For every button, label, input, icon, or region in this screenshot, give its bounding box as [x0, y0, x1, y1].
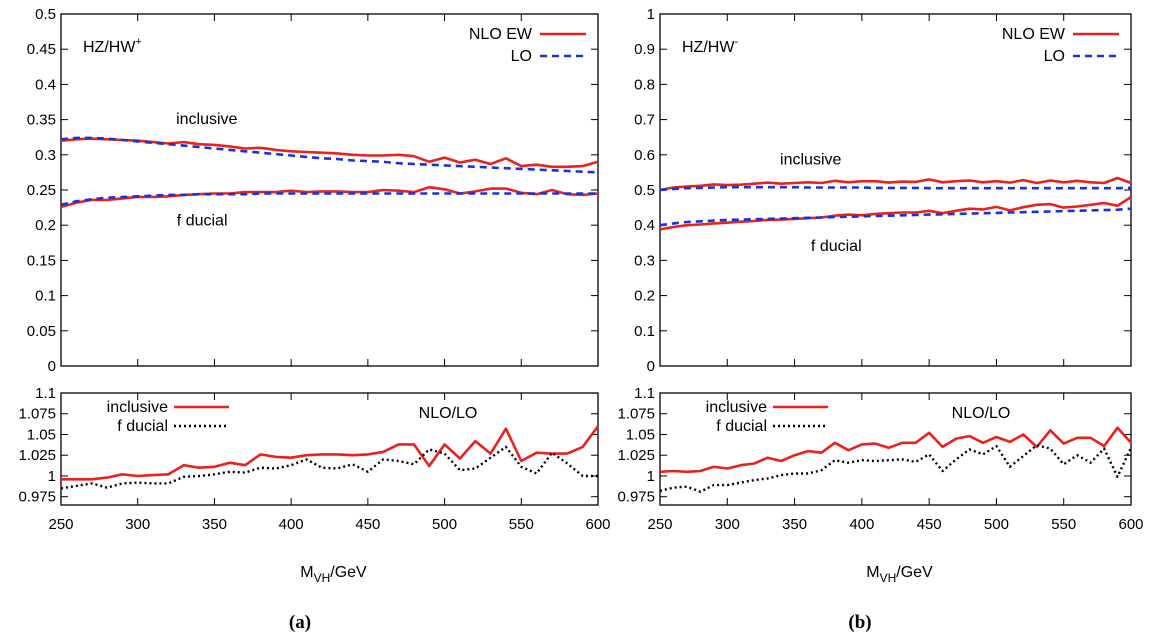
ratio-series-f-ducial [60, 445, 598, 490]
top-series-inclusive-nlo-ew [60, 137, 599, 169]
x-tick-label: 350 [202, 516, 227, 533]
ratio-legend-label: inclusive [706, 399, 767, 416]
ratio-plot-frame [659, 392, 1132, 506]
x-axis-label-main: M [300, 564, 313, 581]
panel-title-sup: - [734, 36, 738, 48]
panel-title-main: HZ/HW [682, 39, 735, 56]
top-ytick-label: 0 [48, 358, 56, 375]
annotation-fiducial: f ducial [177, 213, 228, 230]
ratio-ytick-label: 1.05 [27, 426, 56, 443]
ratio-label: NLO/LO [952, 405, 1011, 422]
ratio-plot-frame [60, 392, 599, 506]
ratio-ytick-label: 0.975 [18, 489, 56, 506]
caption-b: (b) [848, 612, 871, 633]
top-legend-label: NLO EW [469, 26, 533, 43]
x-tick-label: 250 [647, 516, 672, 533]
panel-title: HZ/HW+ [83, 36, 142, 56]
ratio-ytick-label: 1.025 [617, 447, 655, 464]
panel-title-main: HZ/HW [83, 39, 136, 56]
x-tick-label: 550 [509, 516, 534, 533]
x-axis-label-sub: VH [314, 571, 331, 585]
top-plot-frame [60, 13, 599, 367]
top-legend-label: NLO EW [1002, 26, 1066, 43]
x-tick-label: 300 [715, 516, 740, 533]
caption-a: (a) [289, 612, 311, 633]
x-tick-label: 600 [585, 516, 610, 533]
top-ytick-label: 0.4 [35, 76, 56, 93]
x-axis-label: MVH/GeV [300, 564, 367, 585]
ratio-series-inclusive [659, 426, 1132, 474]
x-tick-label: 300 [125, 516, 150, 533]
panel-title-sup: + [135, 36, 141, 48]
ratio-ytick-label: 1.1 [35, 385, 56, 402]
top-ytick-label: 0.2 [634, 288, 655, 305]
top-series-f-ducial-nlo-ew [659, 195, 1132, 231]
ratio-ytick-label: 1.075 [18, 406, 56, 423]
top-ytick-label: 0.5 [35, 6, 56, 23]
top-ytick-label: 0.1 [634, 323, 655, 340]
x-axis-label-unit: /GeV [896, 564, 933, 581]
ratio-ytick-label: 1.075 [617, 406, 655, 423]
ratio-ytick-label: 1.05 [626, 426, 655, 443]
top-ytick-label: 0.3 [634, 252, 655, 269]
top-series-inclusive-lo [659, 185, 1132, 192]
top-ytick-label: 0.9 [634, 41, 655, 58]
x-tick-label: 450 [355, 516, 380, 533]
top-series-f-ducial-nlo-ew [60, 185, 599, 209]
top-ytick-label: 0.8 [634, 76, 655, 93]
ratio-legend-label: f ducial [716, 418, 767, 435]
top-ytick-label: 0.4 [634, 217, 655, 234]
top-legend-label: LO [1044, 48, 1065, 65]
panel-a: 0 0.05 0.1 0.15 0.2 0.25 0.3 0.35 0.4 0.45 0.5 HZ/H… [18, 6, 610, 585]
top-ytick-label: 0.15 [27, 252, 56, 269]
ratio-legend-label: f ducial [117, 418, 168, 435]
x-tick-label: 450 [917, 516, 942, 533]
top-ytick-label: 0.2 [35, 217, 56, 234]
annotation-fiducial: f ducial [811, 238, 862, 255]
ratio-series-f-ducial [659, 444, 1133, 493]
x-tick-label: 500 [984, 516, 1009, 533]
top-ytick-label: 0.3 [35, 147, 56, 164]
x-axis-label-main: M [866, 564, 879, 581]
ratio-ytick-label: 1 [647, 468, 655, 485]
top-series-inclusive-lo [60, 136, 599, 174]
top-ytick-label: 0.25 [27, 182, 56, 199]
top-series-f-ducial-lo [60, 192, 598, 207]
ratio-ytick-label: 1.025 [18, 447, 56, 464]
x-tick-label: 400 [849, 516, 874, 533]
x-tick-label: 500 [432, 516, 457, 533]
top-ytick-label: 0.45 [27, 41, 56, 58]
top-ytick-label: 0.6 [634, 147, 655, 164]
x-tick-label: 550 [1051, 516, 1076, 533]
x-tick-label: 400 [279, 516, 304, 533]
x-tick-label: 350 [782, 516, 807, 533]
x-axis-label-sub: VH [880, 571, 897, 585]
ratio-series-inclusive [61, 425, 600, 481]
ratio-ytick-label: 0.975 [617, 489, 655, 506]
annotation-inclusive: inclusive [176, 111, 237, 128]
top-series-inclusive-nlo-ew [659, 176, 1132, 192]
top-ytick-label: 0.05 [27, 323, 56, 340]
x-tick-label: 600 [1118, 516, 1143, 533]
annotation-inclusive: inclusive [780, 152, 841, 169]
top-ytick-label: 1 [647, 6, 655, 23]
top-ytick-label: 0.5 [634, 182, 655, 199]
panel-title: HZ/HW- [682, 36, 738, 56]
x-axis-label: MVH/GeV [866, 564, 933, 585]
top-legend-label: LO [511, 48, 532, 65]
ratio-ytick-label: 1.1 [634, 385, 655, 402]
ratio-ytick-label: 1 [48, 468, 56, 485]
top-series-f-ducial-lo [659, 207, 1132, 227]
top-ytick-label: 0 [647, 358, 655, 375]
top-ytick-label: 0.1 [35, 288, 56, 305]
ratio-legend-label: inclusive [107, 399, 168, 416]
panel-b: 0 0.1 0.2 0.3 0.4 0.5 0.6 0.7 0.8 0.9 1 HZ/HW- NLO E… [617, 6, 1143, 585]
top-plot-frame [659, 13, 1132, 367]
top-ytick-label: 0.7 [634, 112, 655, 129]
top-ytick-label: 0.35 [27, 112, 56, 129]
ratio-label: NLO/LO [419, 405, 478, 422]
x-tick-label: 250 [48, 516, 73, 533]
x-axis-label-unit: /GeV [330, 564, 367, 581]
